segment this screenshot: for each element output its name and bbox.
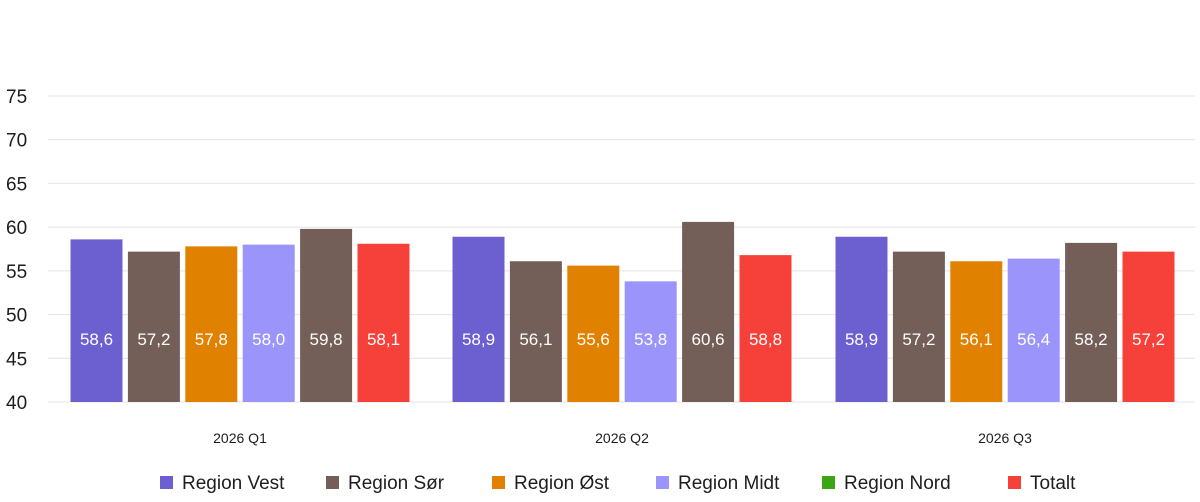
data-label: 58,6 xyxy=(80,330,113,349)
bar xyxy=(509,261,562,402)
x-tick-label: 2026 Q3 xyxy=(978,430,1032,446)
x-axis-ticks: 2026 Q1 2026 Q2 2026 Q3 xyxy=(213,430,1032,446)
bar xyxy=(1122,251,1175,402)
bar xyxy=(1007,258,1060,402)
data-label: 57,2 xyxy=(902,330,935,349)
bar xyxy=(739,255,792,402)
legend: Region Vest Region Sør Region Øst Region Mi… xyxy=(160,473,1076,494)
bars xyxy=(70,221,1175,402)
bar xyxy=(624,281,677,402)
data-label: 53,8 xyxy=(634,330,667,349)
data-labels: 58,6 57,2 57,8 58,0 59,8 58,1 58,9 56,1 55,6 53,8… xyxy=(80,330,1165,349)
bar xyxy=(242,244,295,402)
data-label: 58,9 xyxy=(845,330,878,349)
bar xyxy=(892,251,945,402)
bar xyxy=(567,265,620,402)
data-label: 56,1 xyxy=(960,330,993,349)
gridlines xyxy=(48,95,1195,403)
legend-label: Totalt xyxy=(1030,473,1076,494)
data-label: 58,0 xyxy=(252,330,285,349)
data-label: 55,6 xyxy=(577,330,610,349)
x-tick-label: 2026 Q2 xyxy=(595,430,649,446)
data-label: 58,9 xyxy=(462,330,495,349)
bar xyxy=(357,243,410,402)
legend-label: Region Øst xyxy=(514,473,610,494)
data-label: 58,2 xyxy=(1075,330,1108,349)
bar xyxy=(1065,242,1118,402)
data-label: 56,4 xyxy=(1017,330,1050,349)
data-label: 57,2 xyxy=(137,330,170,349)
legend-label: Region Vest xyxy=(182,473,285,494)
data-label: 57,2 xyxy=(1132,330,1165,349)
bar xyxy=(127,251,180,402)
data-label: 59,8 xyxy=(310,330,343,349)
legend-swatch xyxy=(492,476,505,489)
data-label: 56,1 xyxy=(519,330,552,349)
y-axis-ticks: 40 45 50 55 60 65 70 75 xyxy=(6,87,27,414)
y-tick-label: 45 xyxy=(6,349,27,370)
bar xyxy=(452,236,505,402)
y-tick-label: 60 xyxy=(6,218,27,239)
bar xyxy=(300,228,353,402)
y-tick-label: 40 xyxy=(6,393,27,414)
legend-swatch xyxy=(160,476,173,489)
data-label: 58,1 xyxy=(367,330,400,349)
data-label: 58,8 xyxy=(749,330,782,349)
y-tick-label: 75 xyxy=(6,87,27,108)
data-label: 57,8 xyxy=(195,330,228,349)
y-tick-label: 65 xyxy=(6,174,27,195)
y-tick-label: 50 xyxy=(6,306,27,327)
data-label: 60,6 xyxy=(692,330,725,349)
y-tick-label: 70 xyxy=(6,131,27,152)
legend-label: Region Midt xyxy=(678,473,780,494)
x-tick-label: 2026 Q1 xyxy=(213,430,267,446)
legend-label: Region Nord xyxy=(844,473,951,494)
bar xyxy=(682,221,735,402)
legend-swatch xyxy=(822,476,835,489)
legend-swatch xyxy=(326,476,339,489)
bar xyxy=(835,236,888,402)
bar xyxy=(70,239,123,402)
legend-label: Region Sør xyxy=(348,473,445,494)
legend-swatch xyxy=(1008,476,1021,489)
legend-swatch xyxy=(656,476,669,489)
y-tick-label: 55 xyxy=(6,262,27,283)
bar xyxy=(950,261,1003,402)
bar xyxy=(185,246,238,402)
